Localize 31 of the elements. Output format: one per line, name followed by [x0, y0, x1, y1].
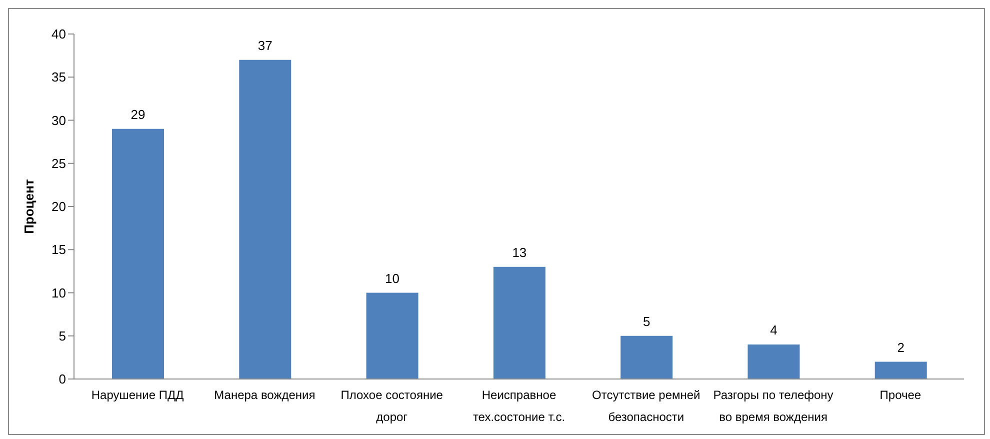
bar — [748, 344, 800, 379]
y-tick-label: 40 — [52, 26, 66, 42]
y-tick-label: 15 — [52, 242, 66, 258]
x-tick-label: Отсутствие ремней безопасности — [592, 388, 700, 424]
x-tick-label: Прочее — [880, 388, 922, 402]
bar — [493, 266, 546, 379]
bar — [112, 128, 164, 379]
x-tick-label: Неисправное тех.состоние т.с. — [472, 388, 566, 424]
y-tick-label: 25 — [52, 156, 66, 171]
y-tick-label: 35 — [52, 70, 66, 85]
data-label: 2 — [897, 340, 904, 355]
bar — [620, 336, 673, 379]
x-tick-label: Манера вождения — [214, 388, 316, 402]
bar — [239, 60, 292, 379]
bar — [874, 362, 927, 379]
x-tick-label: Разгоры по телефону во время вождения — [713, 388, 834, 424]
y-axis-title: Процент — [22, 179, 37, 234]
y-tick-label: 0 — [58, 372, 66, 387]
x-tick-label: Плохое состояние дорог — [340, 388, 444, 424]
y-tick-label: 5 — [58, 328, 66, 344]
data-label: 4 — [770, 322, 778, 338]
data-label: 37 — [258, 38, 272, 53]
data-label: 13 — [512, 244, 527, 260]
data-label: 29 — [130, 106, 146, 122]
y-tick-label: 30 — [52, 112, 66, 128]
bar — [366, 292, 418, 379]
data-label: 10 — [385, 270, 400, 286]
data-label: 5 — [642, 314, 650, 329]
x-tick-label: Нарушение ПДД — [91, 388, 184, 402]
y-tick-label: 20 — [52, 199, 66, 214]
y-tick-label: 10 — [52, 285, 66, 300]
